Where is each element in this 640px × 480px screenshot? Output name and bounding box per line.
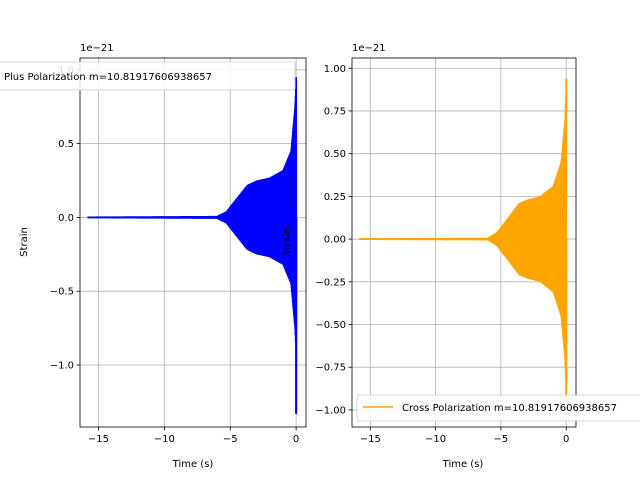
plot-area: [87, 77, 298, 414]
axes-frame: [351, 57, 577, 428]
x-tick-label: −5: [223, 434, 238, 445]
y-tick-label: −0.25: [315, 277, 346, 288]
y-tick-label: 0.0: [58, 213, 74, 224]
legend-box: [356, 394, 640, 422]
legend-box: [0, 61, 296, 91]
y-offset-label: 1e−21: [80, 43, 114, 54]
x-axis-ticks: −15 −10 −5 0: [88, 427, 299, 445]
plot-area: [359, 78, 568, 407]
x-tick-label: −10: [425, 434, 446, 445]
x-tick-label: 0: [563, 434, 569, 445]
y-tick-label: 0.25: [324, 192, 346, 203]
legend-entry: Plus Polarization m=10.81917606938657: [4, 72, 212, 83]
y-offset-label: 1e−21: [352, 43, 386, 54]
y-tick-label: −1.00: [315, 405, 346, 416]
x-tick-label: −15: [88, 434, 109, 445]
x-tick-label: −5: [494, 434, 509, 445]
y-tick-label: −1.0: [50, 361, 74, 372]
legend: Cross Polarization m=10.81917606938657: [356, 394, 640, 422]
x-tick-label: −10: [154, 434, 175, 445]
legend-entry: Cross Polarization m=10.81917606938657: [402, 403, 617, 414]
y-axis-label: Strain: [19, 227, 30, 257]
cross-polarization-axes: −15 −10 −5 0 −1.00 −0.75 −0.50 −0.25 0.00 0.25 0.…: [282, 43, 640, 470]
axes-frame: [79, 57, 307, 428]
y-tick-label: 0.00: [324, 235, 346, 246]
y-axis-label: Strain: [282, 227, 293, 257]
y-tick-label: 0.50: [324, 149, 346, 160]
x-axis-ticks: −15 −10 −5 0: [360, 427, 569, 445]
y-tick-label: −0.50: [315, 320, 346, 331]
y-tick-label: 1.00: [324, 64, 346, 75]
y-tick-label: −0.5: [50, 287, 74, 298]
x-axis-label: Time (s): [442, 459, 484, 470]
x-tick-label: 0: [293, 434, 299, 445]
plus-polarization-axes: −15−10−50 −1.0−0.50.00.51.0 Time (s) Str…: [0, 43, 307, 470]
legend: Plus Polarization m=10.81917606938657: [0, 61, 296, 91]
y-tick-label: −0.75: [315, 363, 346, 374]
y-tick-label: 0.75: [324, 106, 346, 117]
y-tick-label: 0.5: [58, 139, 74, 150]
x-tick-label: −15: [360, 434, 381, 445]
x-axis-label: Time (s): [172, 459, 214, 470]
y-axis-ticks: −1.00 −0.75 −0.50 −0.25 0.00 0.25 0.50 0.75 1.00: [315, 64, 352, 416]
